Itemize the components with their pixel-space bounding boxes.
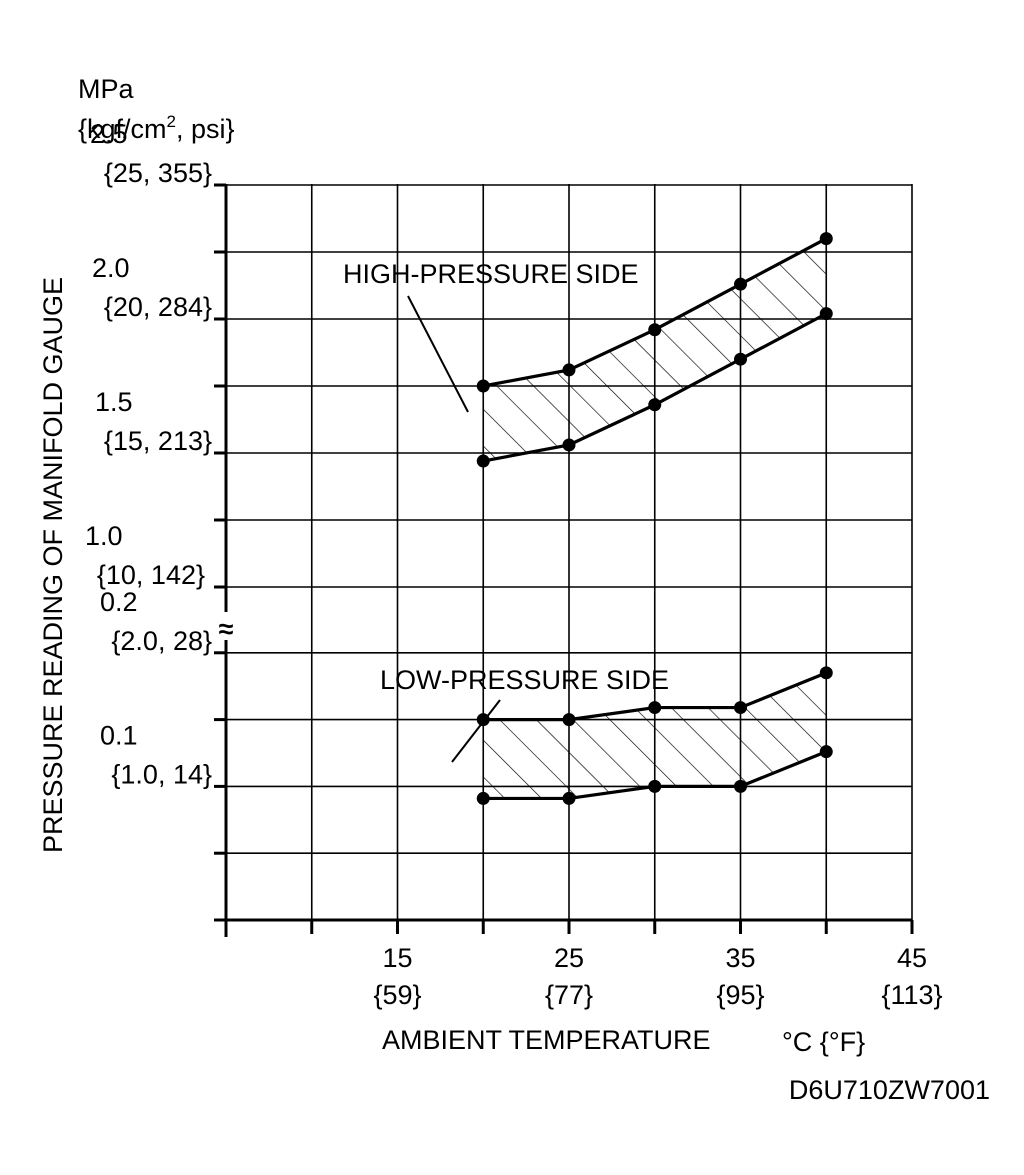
low-pressure-leader	[451, 699, 501, 763]
data-point	[734, 352, 747, 366]
y-tick-label-mpa: 0.2	[100, 587, 138, 617]
x-tick-label-f: {113}	[881, 980, 942, 1010]
y-tick-label-mpa: 1.0	[85, 521, 123, 551]
axes	[214, 183, 914, 937]
y-axis-title: PRESSURE READING OF MANIFOLD GAUGE	[38, 277, 68, 853]
data-point	[562, 713, 576, 727]
x-tick-label-c: 15	[382, 943, 412, 973]
data-point	[648, 323, 662, 337]
data-point	[734, 779, 747, 793]
y-tick-label-alt: {25, 355}	[104, 158, 212, 188]
y-tick-label-alt: {1.0, 14}	[111, 759, 212, 789]
data-point	[562, 791, 576, 805]
data-point	[476, 379, 490, 393]
data-point	[562, 363, 576, 377]
y-tick-labels: 2.5 {25, 355} 2.0 {20, 284} 1.5 {15, 213} 1.0 {…	[85, 119, 212, 789]
high-pressure-leader	[407, 295, 469, 413]
low-pressure-label: LOW-PRESSURE SIDE	[380, 665, 669, 695]
data-point	[562, 438, 576, 452]
axis-break-symbol: ≈	[219, 614, 234, 644]
y-tick-label-mpa: 2.0	[92, 253, 130, 283]
data-point	[734, 701, 747, 715]
band-labels: HIGH-PRESSURE SIDE LOW-PRESSURE SIDE	[343, 259, 669, 763]
high-pressure-label: HIGH-PRESSURE SIDE	[343, 259, 639, 289]
data-point	[476, 791, 490, 805]
x-tick-label-f: {77}	[545, 980, 593, 1010]
data-point	[734, 277, 747, 291]
y-tick-label-mpa: 1.5	[95, 387, 133, 417]
band-fill-1	[483, 672, 827, 799]
data-point	[648, 398, 662, 412]
x-axis-unit: °C {°F}	[782, 1027, 865, 1057]
y-tick-label-mpa: 2.5	[90, 119, 128, 149]
pressure-bands	[476, 232, 833, 805]
x-tick-label-f: {59}	[373, 980, 421, 1010]
x-axis-title: AMBIENT TEMPERATURE	[382, 1025, 711, 1055]
y-unit-line1: MPa	[78, 74, 135, 104]
y-tick-label-alt: {15, 213}	[104, 426, 212, 456]
data-point	[819, 745, 833, 759]
y-tick-label-mpa: 0.1	[100, 720, 138, 750]
data-point	[648, 779, 662, 793]
data-point	[819, 307, 833, 321]
x-tick-labels: 15 {59} 25 {77} 35 {95} 45 {113}	[373, 943, 942, 1010]
x-tick-label-c: 45	[897, 943, 927, 973]
figure-code: D6U710ZW7001	[789, 1075, 990, 1105]
data-point	[476, 454, 490, 468]
y-tick-label-alt: {2.0, 28}	[111, 626, 212, 656]
y-unit-line2: {kgf/cm2, psi}	[78, 112, 235, 144]
y-tick-label-alt: {10, 142}	[97, 560, 205, 590]
data-point	[648, 701, 662, 715]
band-fill-0	[483, 238, 827, 462]
x-tick-label-c: 25	[554, 943, 584, 973]
y-tick-label-alt: {20, 284}	[104, 292, 212, 322]
x-tick-label-c: 35	[725, 943, 755, 973]
data-point	[819, 666, 833, 680]
data-point	[819, 232, 833, 246]
x-tick-label-f: {95}	[716, 980, 764, 1010]
